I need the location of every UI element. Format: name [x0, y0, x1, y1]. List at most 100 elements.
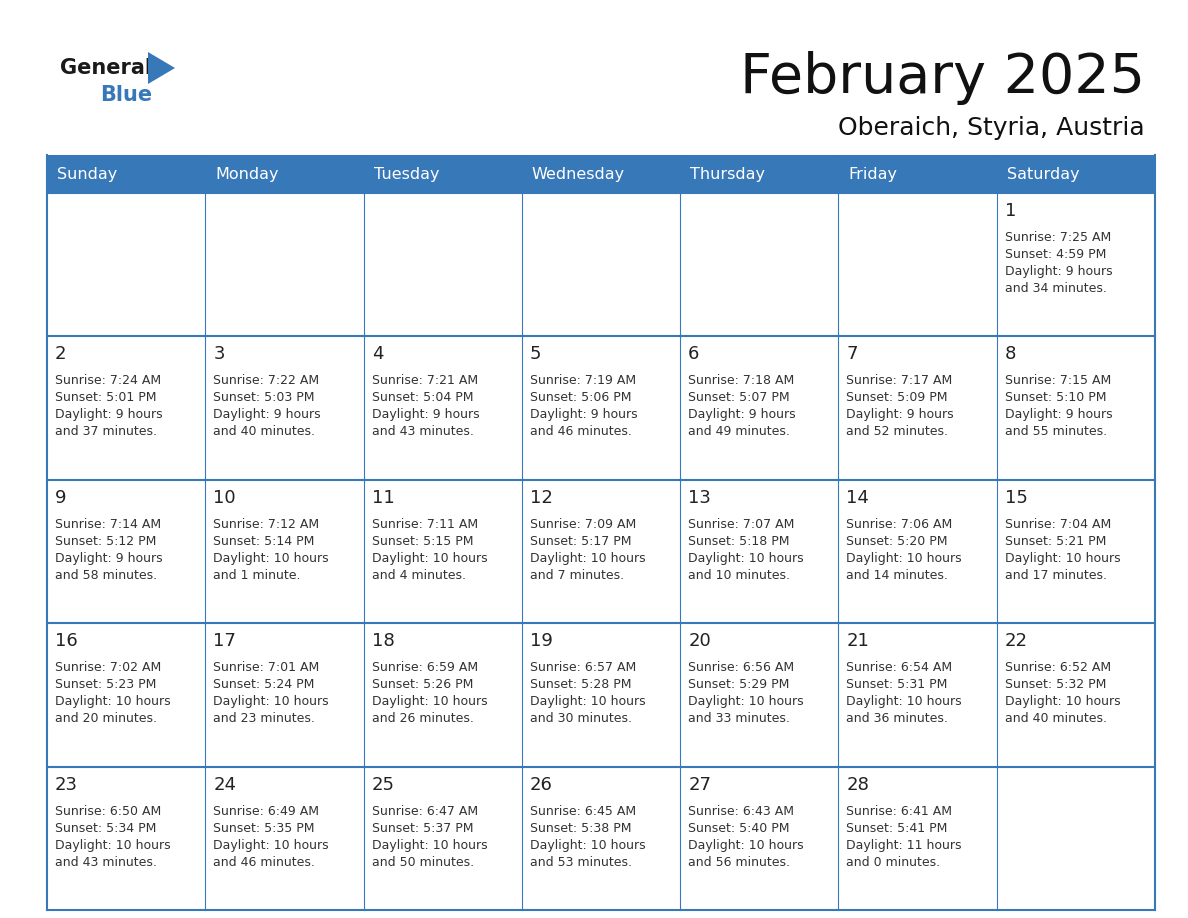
Bar [48, 767, 206, 910]
Text: Daylight: 10 hours: Daylight: 10 hours [55, 839, 171, 852]
Text: General: General [61, 58, 152, 78]
Text: Sunset: 5:10 PM: Sunset: 5:10 PM [1005, 391, 1106, 405]
Text: Sunset: 4:59 PM: Sunset: 4:59 PM [1005, 248, 1106, 261]
Text: 23: 23 [55, 776, 78, 793]
Text: Daylight: 10 hours: Daylight: 10 hours [372, 839, 487, 852]
Text: 4: 4 [372, 345, 383, 364]
Text: Oberaich, Styria, Austria: Oberaich, Styria, Austria [839, 116, 1145, 140]
Text: Sunday: Sunday [57, 166, 118, 182]
Text: Daylight: 10 hours: Daylight: 10 hours [372, 695, 487, 708]
Bar [364, 623, 522, 767]
Text: and 26 minutes.: and 26 minutes. [372, 712, 474, 725]
Text: Sunrise: 7:22 AM: Sunrise: 7:22 AM [214, 375, 320, 387]
Text: Blue: Blue [100, 85, 152, 105]
Bar [839, 336, 997, 480]
Bar [48, 336, 206, 480]
Text: Daylight: 10 hours: Daylight: 10 hours [530, 695, 645, 708]
Text: and 46 minutes.: and 46 minutes. [214, 856, 315, 868]
Text: Daylight: 9 hours: Daylight: 9 hours [688, 409, 796, 421]
Text: and 14 minutes.: and 14 minutes. [846, 569, 948, 582]
Text: Sunset: 5:37 PM: Sunset: 5:37 PM [372, 822, 473, 834]
Text: Sunrise: 7:25 AM: Sunrise: 7:25 AM [1005, 231, 1111, 244]
Text: Sunrise: 7:17 AM: Sunrise: 7:17 AM [846, 375, 953, 387]
Bar [48, 155, 206, 193]
Text: Sunset: 5:17 PM: Sunset: 5:17 PM [530, 535, 631, 548]
Text: Sunset: 5:21 PM: Sunset: 5:21 PM [1005, 535, 1106, 548]
Bar [522, 193, 681, 336]
Text: Sunrise: 7:12 AM: Sunrise: 7:12 AM [214, 518, 320, 531]
Text: Tuesday: Tuesday [373, 166, 440, 182]
Text: Sunset: 5:31 PM: Sunset: 5:31 PM [846, 678, 948, 691]
Text: Daylight: 10 hours: Daylight: 10 hours [214, 839, 329, 852]
Text: 20: 20 [688, 633, 710, 650]
Text: Sunrise: 7:15 AM: Sunrise: 7:15 AM [1005, 375, 1111, 387]
Text: and 56 minutes.: and 56 minutes. [688, 856, 790, 868]
Text: Daylight: 11 hours: Daylight: 11 hours [846, 839, 962, 852]
Bar [997, 480, 1155, 623]
Text: and 58 minutes.: and 58 minutes. [55, 569, 157, 582]
Text: 11: 11 [372, 488, 394, 507]
Text: Wednesday: Wednesday [532, 166, 625, 182]
Text: Monday: Monday [215, 166, 279, 182]
Text: Sunset: 5:07 PM: Sunset: 5:07 PM [688, 391, 790, 405]
Text: Daylight: 10 hours: Daylight: 10 hours [1005, 552, 1120, 565]
Text: 12: 12 [530, 488, 552, 507]
Bar [997, 336, 1155, 480]
Bar [364, 155, 522, 193]
Text: Sunrise: 7:02 AM: Sunrise: 7:02 AM [55, 661, 162, 674]
Text: 17: 17 [214, 633, 236, 650]
Text: Daylight: 9 hours: Daylight: 9 hours [372, 409, 479, 421]
Text: 19: 19 [530, 633, 552, 650]
Text: 15: 15 [1005, 488, 1028, 507]
Text: and 34 minutes.: and 34 minutes. [1005, 282, 1106, 295]
Text: and 43 minutes.: and 43 minutes. [372, 425, 474, 439]
Text: Sunrise: 7:06 AM: Sunrise: 7:06 AM [846, 518, 953, 531]
Text: 16: 16 [55, 633, 77, 650]
Bar [681, 623, 839, 767]
Text: and 37 minutes.: and 37 minutes. [55, 425, 157, 439]
Bar [522, 155, 681, 193]
Text: Sunset: 5:29 PM: Sunset: 5:29 PM [688, 678, 790, 691]
Text: Sunrise: 6:41 AM: Sunrise: 6:41 AM [846, 804, 953, 818]
Text: 21: 21 [846, 633, 870, 650]
Text: and 33 minutes.: and 33 minutes. [688, 712, 790, 725]
Text: and 52 minutes.: and 52 minutes. [846, 425, 948, 439]
Text: Sunset: 5:40 PM: Sunset: 5:40 PM [688, 822, 790, 834]
Text: 3: 3 [214, 345, 225, 364]
Bar [997, 767, 1155, 910]
Text: Sunset: 5:18 PM: Sunset: 5:18 PM [688, 535, 790, 548]
Text: Sunrise: 6:43 AM: Sunrise: 6:43 AM [688, 804, 794, 818]
Text: and 4 minutes.: and 4 minutes. [372, 569, 466, 582]
Text: Daylight: 10 hours: Daylight: 10 hours [688, 695, 804, 708]
Bar [48, 193, 206, 336]
Bar [839, 480, 997, 623]
Bar [206, 480, 364, 623]
Text: Sunrise: 6:52 AM: Sunrise: 6:52 AM [1005, 661, 1111, 674]
Polygon shape [148, 52, 175, 84]
Text: 22: 22 [1005, 633, 1028, 650]
Text: 24: 24 [214, 776, 236, 793]
Text: February 2025: February 2025 [740, 51, 1145, 105]
Text: and 7 minutes.: and 7 minutes. [530, 569, 624, 582]
Text: and 10 minutes.: and 10 minutes. [688, 569, 790, 582]
Bar [997, 155, 1155, 193]
Text: Sunset: 5:14 PM: Sunset: 5:14 PM [214, 535, 315, 548]
Text: and 43 minutes.: and 43 minutes. [55, 856, 157, 868]
Text: Sunrise: 7:19 AM: Sunrise: 7:19 AM [530, 375, 636, 387]
Text: 5: 5 [530, 345, 542, 364]
Text: Sunrise: 7:07 AM: Sunrise: 7:07 AM [688, 518, 795, 531]
Text: Daylight: 10 hours: Daylight: 10 hours [1005, 695, 1120, 708]
Text: Sunrise: 6:59 AM: Sunrise: 6:59 AM [372, 661, 478, 674]
Text: Sunset: 5:26 PM: Sunset: 5:26 PM [372, 678, 473, 691]
Text: Sunset: 5:32 PM: Sunset: 5:32 PM [1005, 678, 1106, 691]
Text: Sunrise: 7:04 AM: Sunrise: 7:04 AM [1005, 518, 1111, 531]
Text: Sunrise: 6:54 AM: Sunrise: 6:54 AM [846, 661, 953, 674]
Bar [206, 767, 364, 910]
Text: Sunset: 5:41 PM: Sunset: 5:41 PM [846, 822, 948, 834]
Text: Sunset: 5:12 PM: Sunset: 5:12 PM [55, 535, 157, 548]
Text: Daylight: 9 hours: Daylight: 9 hours [214, 409, 321, 421]
Text: Friday: Friday [848, 166, 897, 182]
Text: Sunrise: 6:47 AM: Sunrise: 6:47 AM [372, 804, 478, 818]
Bar [839, 767, 997, 910]
Text: Sunrise: 6:56 AM: Sunrise: 6:56 AM [688, 661, 795, 674]
